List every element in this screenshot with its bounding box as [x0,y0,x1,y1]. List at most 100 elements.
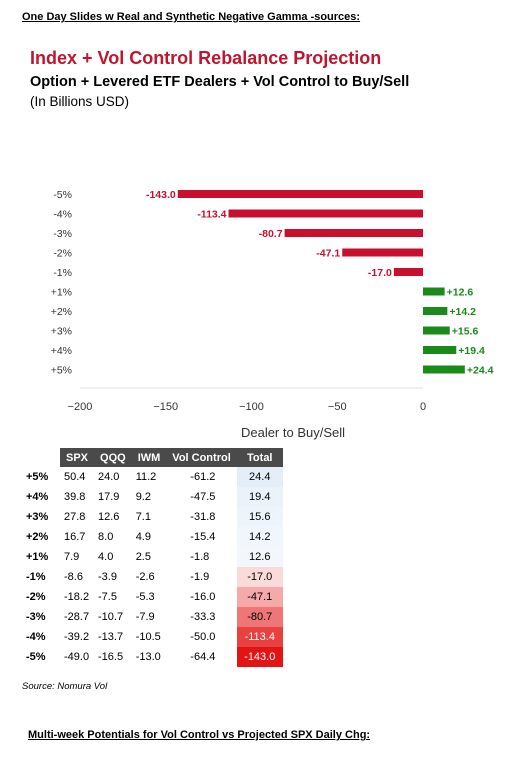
category-label: +2% [51,306,72,318]
value-cell: 4.9 [135,531,151,543]
row-label: +5% [26,471,49,483]
value-cell: 27.8 [64,511,86,523]
category-label: -4% [53,209,72,221]
data-label: -17.0 [368,267,392,279]
table-row: +5% 50.4 24.0 11.2 -61.2 24.4 [22,467,283,487]
data-label: +12.6 [447,287,474,299]
data-label: -113.4 [197,209,226,221]
table-row: -4% -39.2 -13.7 -10.5 -50.0 -113.4 [22,627,283,647]
value-cell: -10.7 [98,611,124,623]
bar--5% [177,190,423,198]
row-label: +4% [26,491,49,503]
value-cell: -64.4 [190,651,216,663]
value-cell: -5.3 [135,591,155,603]
value-cell: 24.0 [98,471,120,483]
bar-+5% [423,365,465,374]
value-cell: -16.0 [190,591,216,603]
data-label: -143.0 [146,189,176,201]
table-header-row: SPX QQQ IWM Vol Control Total [22,448,283,467]
row-label: +2% [26,531,49,543]
value-cell: 17.9 [98,491,120,503]
column-header: QQQ [94,448,132,467]
row-label: -2% [26,591,46,603]
total-cell: 12.6 [236,547,283,567]
x-axis-label: Dealer to Buy/Sell [241,425,345,440]
category-label: +4% [51,345,72,357]
data-label: +15.6 [452,326,479,338]
table-row: -1% -8.6 -3.9 -2.6 -1.9 -17.0 [22,567,283,587]
value-cell: 9.2 [135,491,151,503]
value-cell: 11.2 [135,471,157,483]
value-cell: -2.6 [135,571,155,583]
total-cell: -47.1 [236,587,283,607]
category-label: -5% [53,189,72,201]
bar--3% [284,229,423,237]
rebalance-table: SPX QQQ IWM Vol Control Total +5% 50.4 24.0 11.… [22,448,283,667]
bar--2% [342,248,423,257]
table-row: +1% 7.9 4.0 2.5 -1.8 12.6 [22,547,283,567]
value-cell: 50.4 [64,471,86,483]
value-cell: 2.5 [135,551,151,563]
column-header: IWM [131,448,167,467]
data-label: -47.1 [316,248,340,260]
value-cell: -1.8 [190,551,210,563]
value-cell: -15.4 [190,531,216,543]
table-row: +4% 39.8 17.9 9.2 -47.5 19.4 [22,487,283,507]
bar-+2% [423,307,448,315]
value-cell: 7.1 [135,511,151,523]
value-cell: -49.0 [64,651,90,663]
value-cell: -10.5 [135,631,161,643]
data-label: +14.2 [449,306,476,318]
column-header: Total [236,448,283,467]
x-tick-label: −50 [328,401,347,413]
total-cell: 14.2 [236,527,283,547]
value-cell: -3.9 [98,571,117,583]
bottom-note: Multi-week Potentials for Vol Control vs… [28,729,371,741]
value-cell: -47.5 [190,491,216,503]
value-cell: 4.0 [98,551,114,563]
rebalance-bar-chart: -5% -143.0 -4% -113.4 -3% -80.7 -2% -47.1 -1% -17… [51,189,494,440]
value-cell: -13.0 [135,651,161,663]
column-header: Vol Control [166,448,237,467]
category-label: +5% [51,365,72,377]
table-row: +3% 27.8 12.6 7.1 -31.8 15.6 [22,507,283,527]
top-note: One Day Slides w Real and Synthetic Nega… [22,11,361,23]
chart-subtitle: Option + Levered ETF Dealers + Vol Contr… [30,74,410,90]
row-label: -3% [26,611,46,623]
value-cell: -31.8 [190,511,216,523]
chart-title: Index + Vol Control Rebalance Projection [30,48,382,68]
total-cell: -113.4 [236,627,283,647]
value-cell: -13.7 [98,631,124,643]
data-label: +19.4 [458,345,485,357]
source-note: Source: Nomura Vol [22,681,108,692]
total-cell: 19.4 [236,487,283,507]
row-label: +1% [26,551,49,563]
category-label: +3% [51,326,72,338]
table-row: -5% -49.0 -16.5 -13.0 -64.4 -143.0 [22,647,283,667]
data-label: +24.4 [467,365,494,377]
bar--4% [228,209,423,218]
value-cell: -39.2 [64,631,90,643]
table-row: +2% 16.7 8.0 4.9 -15.4 14.2 [22,527,283,547]
total-cell: 24.4 [236,467,283,487]
x-tick-label: −150 [153,401,178,413]
row-label: +3% [26,511,49,523]
value-cell: 8.0 [98,531,114,543]
x-tick-label: −200 [68,401,93,413]
category-label: -3% [53,228,72,240]
bar-+1% [423,287,445,296]
value-cell: -18.2 [64,591,90,603]
total-cell: -143.0 [236,647,283,667]
value-cell: -50.0 [190,631,216,643]
bar-+4% [423,346,457,354]
total-cell: 15.6 [236,507,283,527]
value-cell: -61.2 [190,471,216,483]
value-cell: -7.5 [98,591,117,603]
total-cell: -80.7 [236,607,283,627]
value-cell: 16.7 [64,531,86,543]
column-header [22,448,60,467]
value-cell: -33.3 [190,611,216,623]
total-cell: -17.0 [236,567,283,587]
table-row: -3% -28.7 -10.7 -7.9 -33.3 -80.7 [22,607,283,627]
category-label: +1% [51,287,72,299]
